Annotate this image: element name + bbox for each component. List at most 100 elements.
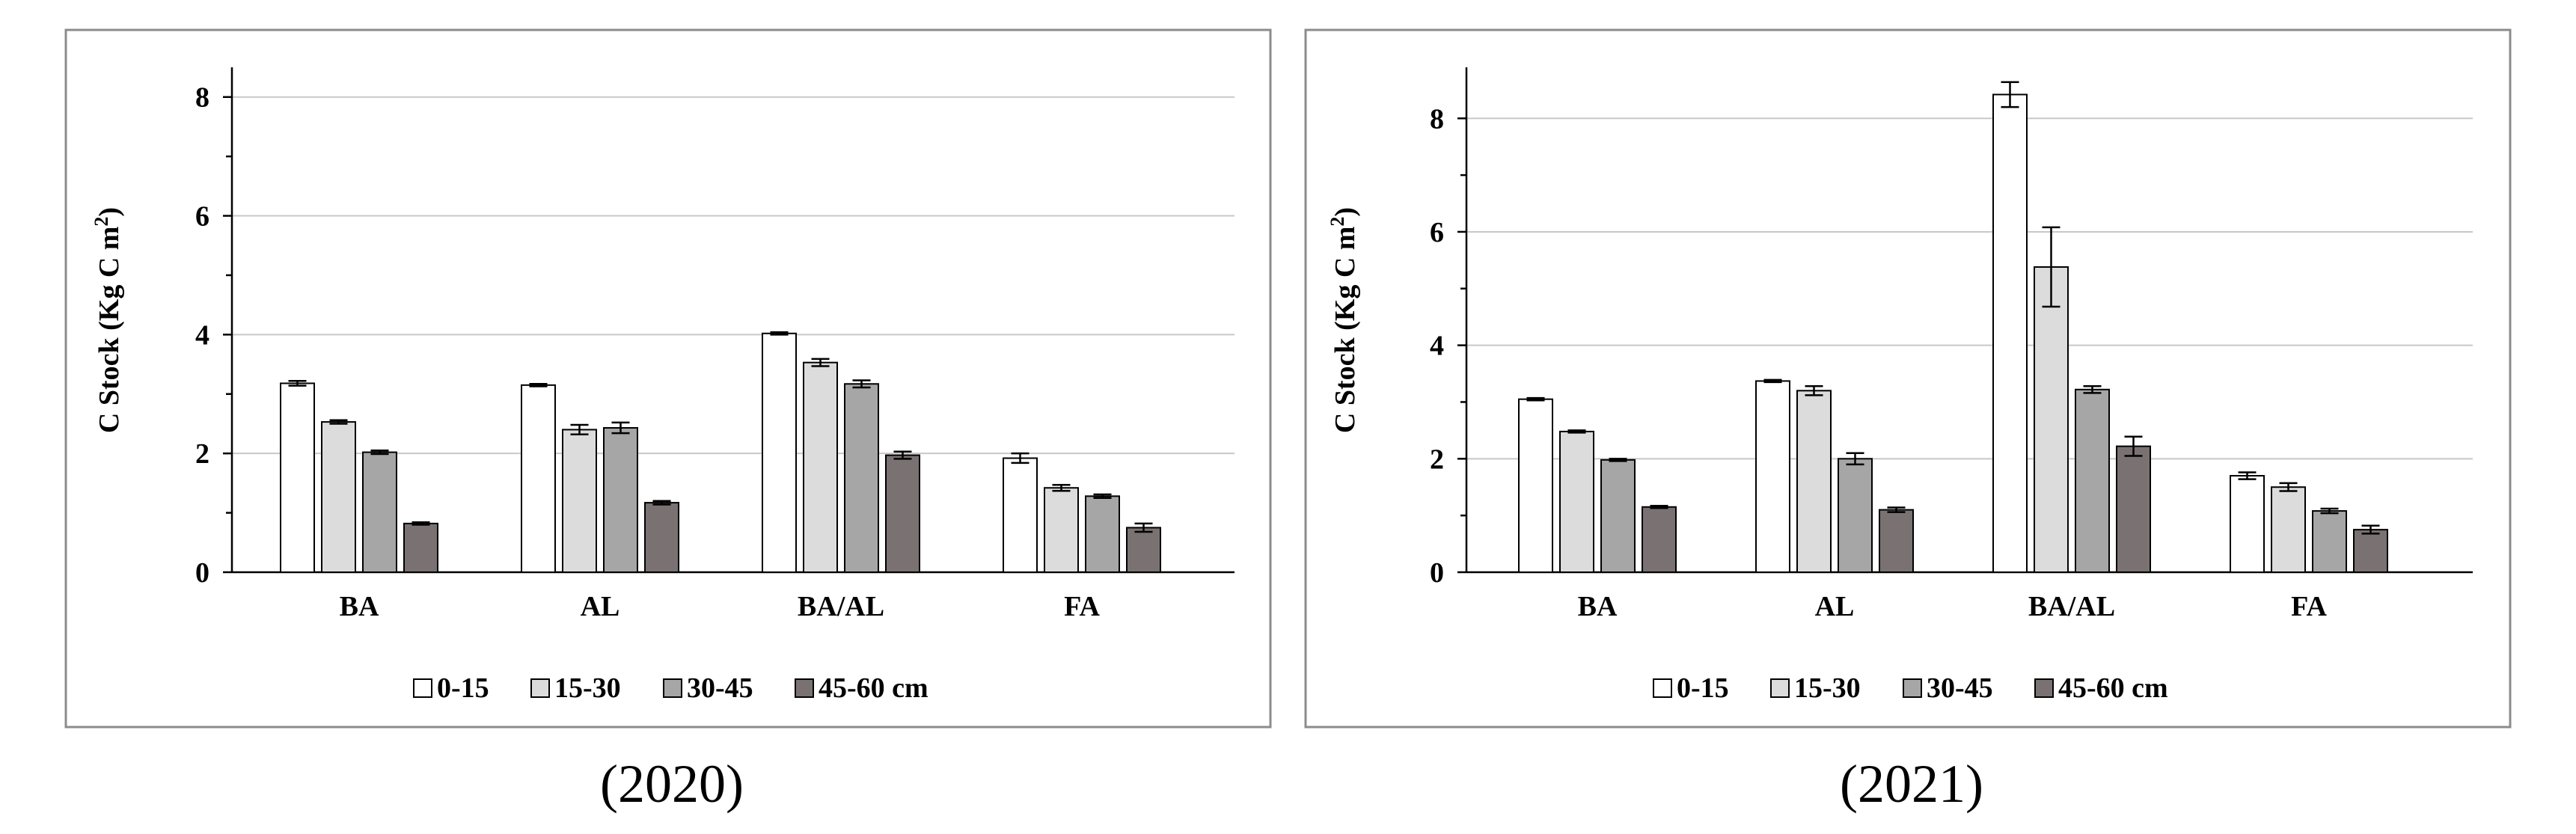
error-bars [288,331,1153,533]
legend-swatch-15-30 [1770,678,1790,698]
y-tick-label-6: 6 [1430,217,1444,248]
category-label-fa: FA [1064,591,1100,622]
error-bar-al-15-30 [570,423,589,436]
error-bar-al-0-15 [529,383,548,387]
bar-al-15-30 [1796,390,1832,573]
category-label-ba-al: BA/AL [2028,591,2115,622]
error-bar-fa-30-45 [2320,507,2339,515]
error-bar-ba-15-30 [329,419,348,425]
y-tick-label-2: 2 [195,438,209,470]
category-label-ba-al: BA/AL [798,591,884,622]
panel-caption-2021: (2021) [1840,754,1983,814]
error-bar-ba-0-15 [288,380,307,387]
y-tick-label-4: 4 [195,319,209,351]
error-bar-ba-al-30-45 [852,379,871,389]
chart-panel-2020: 0 2 4 6 8 C Stock (Kg C m2) BA AL BA/AL FA 0-15… [64,28,1272,814]
error-bar-fa-0-15 [2238,471,2257,480]
bar-fa-30-45 [1085,495,1120,574]
legend-swatch-45-60-cm [795,678,814,698]
legend-label-15-30: 15-30 [554,672,621,704]
error-bar-fa-45-60-cm [1134,522,1153,533]
bar-ba-al-0-15 [1992,93,2028,574]
bar-fa-15-30 [2271,486,2306,574]
bar-fa-0-15 [2230,475,2265,574]
y-tick-label-0: 0 [1430,557,1444,589]
legend-swatch-30-45 [663,678,682,698]
bar-fa-30-45 [2312,510,2347,574]
legend-label-45-60-cm: 45-60 cm [2058,672,2168,704]
bar-ba-al-30-45 [844,383,879,573]
y-tick-label-6: 6 [195,201,209,233]
bar-al-45-60-cm [644,502,679,574]
y-axis-ticks: 0 2 4 6 8 [195,82,232,589]
bar-ba-30-45 [1600,459,1636,574]
bar-ba-15-30 [321,421,356,574]
legend-label-45-60-cm: 45-60 cm [819,672,928,704]
bar-al-15-30 [562,429,597,573]
error-bar-ba-al-15-30 [811,358,830,367]
y-tick-label-2: 2 [1430,444,1444,475]
legend-label-30-45: 30-45 [687,672,753,704]
error-bar-fa-15-30 [2279,482,2298,492]
chart-frame [64,28,1272,729]
error-bar-ba-al-15-30 [2042,226,2061,308]
chart-frame [1304,28,2512,729]
legend-label-0-15: 0-15 [437,672,489,704]
bar-ba-al-15-30 [803,361,838,573]
bars [1518,93,2388,574]
legend-swatch-45-60-cm [2034,678,2054,698]
legend-label-0-15: 0-15 [1677,672,1729,704]
bar-al-0-15 [1755,380,1790,574]
error-bar-al-45-60-cm [652,500,671,506]
bar-ba-30-45 [362,451,397,574]
y-axis-title: C Stock (Kg C m2) [91,207,125,433]
error-bar-ba-al-45-60-cm [893,450,912,460]
category-label-al: AL [1815,591,1855,622]
legend-label-15-30: 15-30 [1794,672,1861,704]
legend-swatch-0-15 [1653,678,1672,698]
y-tick-label-4: 4 [1430,331,1444,362]
legend-label-30-45: 30-45 [1927,672,1993,704]
y-tick-label-8: 8 [1430,103,1444,135]
y-axis-ticks: 0 2 4 6 8 [1430,103,1466,589]
error-bar-al-0-15 [1763,378,1782,384]
bar-ba-0-15 [1518,398,1553,573]
error-bar-fa-45-60-cm [2361,524,2380,535]
y-tick-label-8: 8 [195,82,209,114]
error-bar-al-30-45 [1846,452,1864,466]
error-bar-ba-45-60-cm [412,521,430,526]
error-bar-ba-al-0-15 [770,331,789,336]
legend: 0-15 15-30 30-45 45-60 cm [1653,672,2168,704]
gridlines [232,96,1235,455]
legend-swatch-30-45 [1903,678,1922,698]
bar-ba-45-60-cm [403,522,438,573]
error-bar-ba-al-0-15 [2001,81,2019,108]
error-bar-ba-15-30 [1567,429,1586,434]
error-bars [1526,81,2380,535]
chart-panel-2021: 0 2 4 6 8 C Stock (Kg C m2) BA AL BA/AL FA 0-15… [1304,28,2512,814]
error-bar-fa-30-45 [1093,493,1112,499]
bar-ba-45-60-cm [1642,506,1677,573]
error-bar-ba-0-15 [1526,396,1545,402]
error-bar-ba-45-60-cm [1650,505,1668,509]
bar-ba-al-30-45 [2075,388,2110,573]
y-tick-label-0: 0 [195,557,209,589]
y-axis-title: C Stock (Kg C m2) [1327,207,1361,433]
category-label-fa: FA [2291,591,2327,622]
category-labels: BA AL BA/AL FA [1578,591,2328,622]
category-label-ba: BA [340,591,379,622]
error-bar-al-30-45 [611,421,630,435]
bar-ba-al-45-60-cm [2116,445,2151,573]
category-label-al: AL [581,591,620,622]
panel-caption-2020: (2020) [600,754,744,814]
bar-fa-45-60-cm [1126,527,1161,573]
bar-al-0-15 [521,384,556,574]
bar-ba-0-15 [280,382,315,573]
bars [280,332,1161,574]
legend: 0-15 15-30 30-45 45-60 cm [413,672,928,704]
error-bar-fa-15-30 [1052,484,1071,492]
bar-fa-0-15 [1003,457,1038,573]
error-bar-ba-al-30-45 [2083,384,2102,394]
bar-al-45-60-cm [1879,509,1914,574]
bar-al-30-45 [1838,458,1873,574]
